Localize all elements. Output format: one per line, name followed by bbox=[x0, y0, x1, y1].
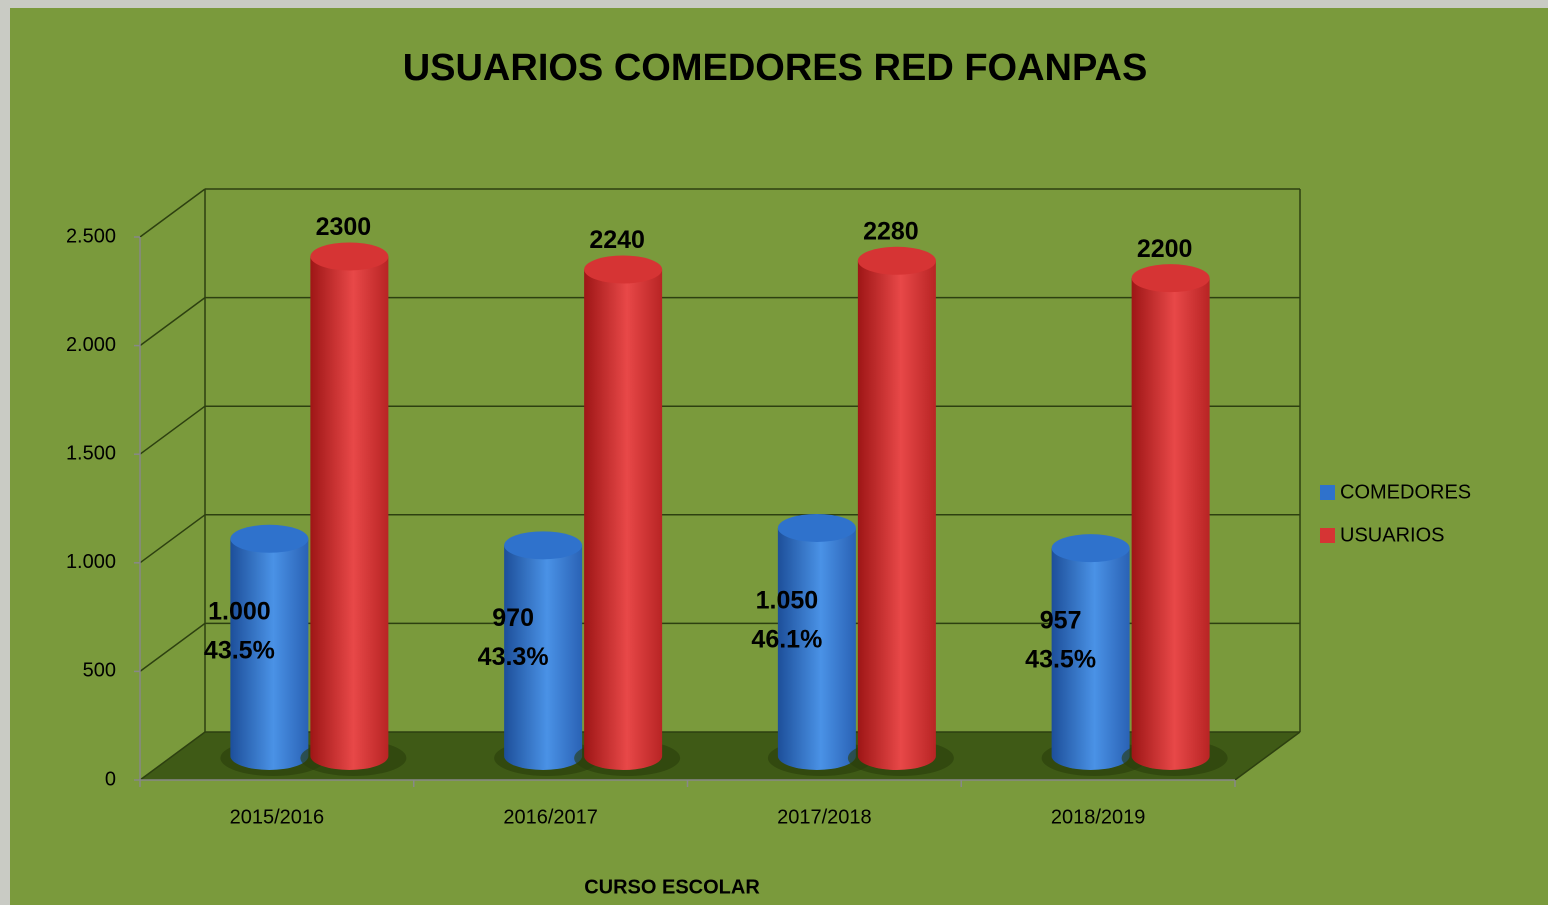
x-tick-label: 2015/2016 bbox=[230, 806, 325, 828]
bar-top bbox=[504, 531, 583, 560]
y-tick-label: 0 bbox=[105, 768, 116, 790]
legend-swatch bbox=[1320, 528, 1335, 543]
data-label: 1.050 bbox=[756, 587, 819, 615]
share-label: 43.3% bbox=[478, 643, 549, 671]
legend-label: COMEDORES bbox=[1340, 481, 1471, 503]
data-label: 1.000 bbox=[208, 597, 271, 625]
bar bbox=[777, 527, 856, 771]
side-grid-line bbox=[139, 731, 206, 781]
data-label: 970 bbox=[492, 604, 534, 632]
bar bbox=[584, 269, 663, 771]
bar bbox=[310, 256, 389, 770]
data-label: 2240 bbox=[589, 226, 645, 254]
y-tick-label: 500 bbox=[83, 660, 116, 682]
bar-top bbox=[1051, 534, 1130, 563]
share-label: 46.1% bbox=[751, 626, 822, 654]
bar-top bbox=[1131, 264, 1210, 293]
bar bbox=[230, 538, 309, 771]
side-grid-line bbox=[139, 514, 206, 564]
x-tick-label: 2016/2017 bbox=[503, 806, 598, 828]
data-label: 2280 bbox=[863, 217, 919, 245]
bar bbox=[504, 545, 583, 771]
data-label: 957 bbox=[1040, 607, 1082, 635]
share-label: 43.5% bbox=[1025, 646, 1096, 674]
data-label: 2300 bbox=[316, 213, 372, 241]
x-tick-label: 2017/2018 bbox=[777, 806, 872, 828]
y-tick-label: 1.000 bbox=[66, 551, 116, 573]
legend-swatch bbox=[1320, 485, 1335, 500]
bar bbox=[857, 260, 936, 771]
chart-title: USUARIOS COMEDORES RED FOANPAS bbox=[403, 47, 1148, 89]
bar bbox=[1131, 278, 1210, 771]
data-label: 2200 bbox=[1137, 235, 1193, 263]
y-tick-label: 1.500 bbox=[66, 442, 116, 464]
x-axis-title: CURSO ESCOLAR bbox=[584, 876, 760, 898]
y-tick-label: 2.500 bbox=[66, 225, 116, 247]
floor bbox=[140, 732, 1300, 780]
bar-top bbox=[857, 246, 936, 275]
legend-label: USUARIOS bbox=[1340, 524, 1444, 546]
bar-top bbox=[310, 242, 389, 271]
side-grid-line bbox=[139, 405, 206, 455]
y-tick-label: 2.000 bbox=[66, 334, 116, 356]
bar bbox=[1051, 548, 1130, 771]
bar-top bbox=[777, 513, 856, 542]
side-grid-line bbox=[139, 622, 206, 673]
bar-top bbox=[584, 255, 663, 284]
x-tick-label: 2018/2019 bbox=[1051, 806, 1146, 828]
bar-top bbox=[230, 524, 309, 553]
side-grid-line bbox=[139, 188, 206, 238]
share-label: 43.5% bbox=[204, 636, 275, 664]
floor-edge bbox=[1234, 731, 1301, 781]
side-grid-line bbox=[139, 296, 206, 347]
